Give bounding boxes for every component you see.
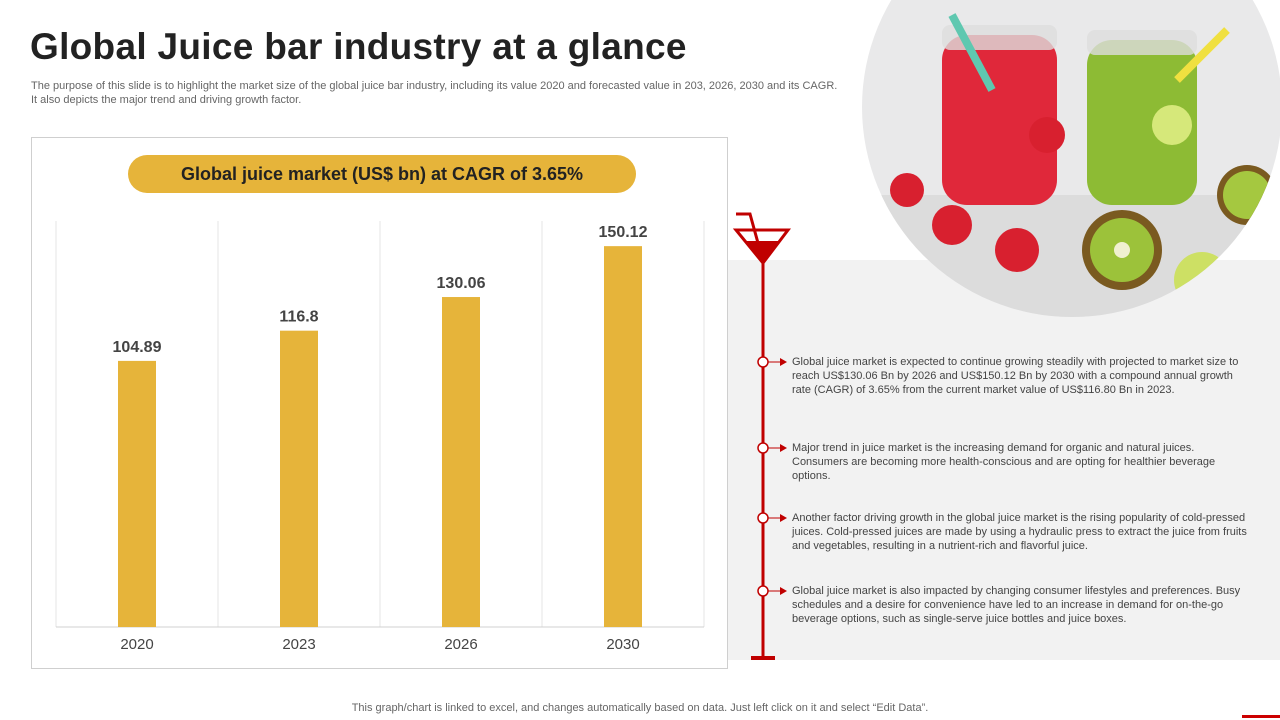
x-tick-label: 2030	[606, 636, 639, 653]
timeline-dot	[757, 585, 769, 597]
footer-note: This graph/chart is linked to excel, and…	[351, 702, 929, 714]
bar-chart[interactable]: 104.89 2020 116.8 2023 130.06 2026 150.12 2030 …	[31, 137, 728, 669]
arrow-right-icon	[780, 514, 787, 522]
data-label: 130.06	[437, 275, 486, 292]
timeline-dot	[757, 356, 769, 368]
cocktail-glass-icon	[732, 212, 792, 266]
timeline-dot	[757, 442, 769, 454]
bar[interactable]	[118, 360, 156, 627]
page-subtitle: The purpose of this slide is to highligh…	[31, 80, 838, 106]
timeline-base	[751, 656, 775, 660]
bar-chart-canvas: 104.89 2020 116.8 2023 130.06 2026 150.12 2030	[55, 221, 705, 653]
data-label: 104.89	[113, 339, 162, 356]
juice-photo	[862, 0, 1280, 317]
data-label: 150.12	[599, 224, 648, 241]
arrow-right-icon	[780, 587, 787, 595]
timeline-dot	[757, 512, 769, 524]
timeline-item: Another factor driving growth in the glo…	[792, 512, 1247, 552]
bar[interactable]	[442, 297, 480, 627]
x-tick-label: 2026	[444, 636, 477, 653]
page-title: Global Juice bar industry at a glance	[30, 26, 687, 67]
x-tick-label: 2020	[120, 636, 153, 653]
x-tick-label: 2023	[282, 636, 315, 653]
chart-title: Global juice market (US$ bn) at CAGR of …	[128, 155, 636, 193]
info-panel-background	[727, 260, 1280, 660]
timeline	[732, 212, 792, 660]
bar[interactable]	[604, 246, 642, 627]
corner-accent	[1242, 715, 1280, 718]
arrow-right-icon	[780, 444, 787, 452]
bar[interactable]	[280, 330, 318, 627]
timeline-item: Global juice market is expected to conti…	[792, 356, 1239, 396]
data-label: 116.8	[279, 309, 318, 326]
arrow-right-icon	[780, 358, 787, 366]
timeline-item: Global juice market is also impacted by …	[792, 585, 1241, 625]
timeline-item: Major trend in juice market is the incre…	[792, 442, 1216, 482]
